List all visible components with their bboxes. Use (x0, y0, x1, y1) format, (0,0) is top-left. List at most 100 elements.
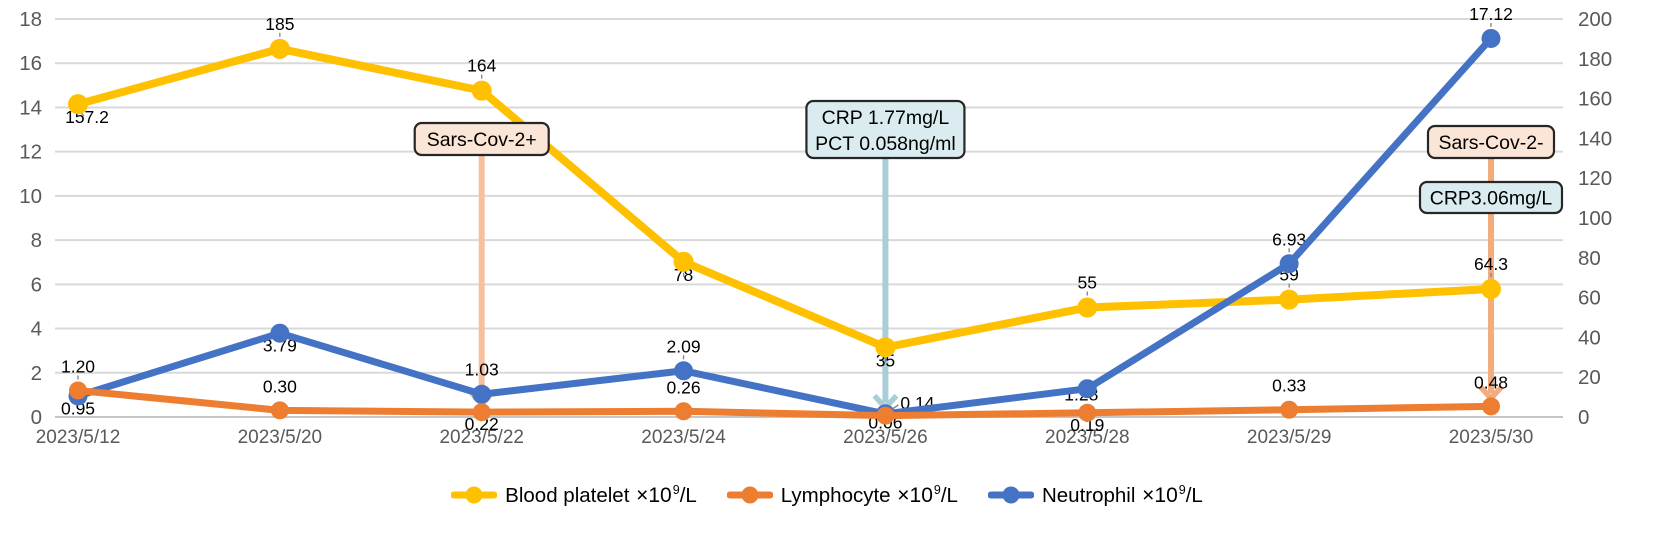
annotation-box-rect-sars-cov-2-minus (1426, 124, 1556, 160)
annotation-box-rect-crp-3-06 (1418, 180, 1564, 215)
annotation-box-rect-sars-cov-2-plus (413, 121, 550, 157)
data-label-neutrophil-0: 0.95 (61, 398, 95, 418)
y-axis-right-tick: 160 (1578, 88, 1612, 111)
x-axis-tick: 2023/5/24 (641, 427, 726, 448)
annotation-box-crp-pct: CRP 1.77mg/L PCT 0.058ng/ml (805, 99, 966, 160)
x-axis-tick: 2023/5/22 (439, 427, 524, 448)
data-point-lymphocyte-4 (876, 406, 895, 425)
legend-marker-dot (1002, 486, 1020, 504)
data-point-blood-platelet-4 (875, 337, 896, 358)
unit-suffix: /L (1185, 483, 1203, 507)
annotation-text-crp-pct-0: CRP 1.77mg/L (822, 107, 950, 129)
data-point-blood-platelet-1 (269, 38, 290, 59)
legend-series-name: Blood platelet (505, 483, 630, 507)
series-blood-platelet (68, 38, 1501, 358)
series-lymphocyte (69, 381, 1500, 425)
data-point-lymphocyte-5 (1078, 403, 1097, 422)
unit-exponent: 9 (672, 483, 680, 497)
series-line-neutrophil (74, 34, 1495, 418)
legend-marker-lymphocyte-icon (726, 486, 773, 504)
data-point-lymphocyte-1 (270, 401, 289, 420)
data-label-neutrophil-1: 3.79 (263, 336, 297, 356)
data-point-blood-platelet-6 (1279, 289, 1300, 310)
data-point-lymphocyte-6 (1280, 400, 1299, 419)
legend-marker-neutrophil-icon (987, 486, 1034, 504)
annotation-arrows (468, 155, 1505, 412)
annotation-box-sars-cov-2-minus: Sars-Cov-2- (1426, 124, 1556, 160)
data-point-neutrophil-5 (1077, 379, 1097, 399)
gridlines (55, 18, 1563, 418)
annotation-box-sars-cov-2-plus: Sars-Cov-2+ (413, 121, 550, 157)
legend-series-name: Neutrophil (1041, 483, 1136, 507)
legend-item-blood-platelet: Blood platelet ×109/L (451, 483, 697, 508)
data-label-blood-platelet-1: 185 (265, 14, 294, 34)
legend-label-lymphocyte: Lymphocyte ×109/L (781, 483, 958, 508)
y-axis-right-tick: 80 (1578, 247, 1601, 270)
y-axis-right-tick: 120 (1578, 167, 1612, 190)
data-label-neutrophil-6: 6.93 (1272, 229, 1306, 249)
unit-exponent: 9 (1178, 483, 1186, 497)
data-label-neutrophil-7: 17.12 (1469, 4, 1513, 24)
legend-marker-blood-platelet-icon (451, 486, 498, 504)
data-point-lymphocyte-7 (1482, 397, 1500, 416)
series-line-blood-platelet (74, 44, 1495, 352)
data-label-blood-platelet-2: 164 (467, 56, 496, 76)
data-point-neutrophil-6 (1279, 254, 1299, 274)
y-axis-left-tick: 10 (19, 185, 42, 208)
data-point-neutrophil-3 (674, 361, 694, 381)
x-axis-tick: 2023/5/28 (1045, 427, 1130, 448)
data-point-lymphocyte-2 (472, 403, 491, 422)
y-axis-left-tick: 4 (31, 318, 42, 341)
annotation-text-sars-cov-2-plus-0: Sars-Cov-2+ (427, 129, 537, 151)
y-axis-right-tick: 140 (1578, 127, 1612, 150)
legend-item-neutrophil: Neutrophil ×109/L (987, 483, 1203, 508)
series-line-lymphocyte (74, 386, 1495, 420)
y-axis-right-tick: 180 (1578, 48, 1612, 71)
multiplication-sign: ×10 (636, 483, 672, 507)
data-point-blood-platelet-3 (673, 251, 694, 272)
data-label-blood-platelet-7: 64.3 (1474, 254, 1508, 274)
x-axis-tick: 2023/5/20 (238, 427, 323, 448)
data-label-blood-platelet-5: 55 (1078, 273, 1097, 293)
data-point-blood-platelet-2 (471, 80, 492, 101)
data-label-lymphocyte-6: 0.33 (1272, 376, 1306, 396)
data-label-neutrophil-3: 2.09 (667, 336, 701, 356)
unit-suffix: /L (940, 483, 958, 507)
legend-series-name: Lymphocyte (780, 483, 891, 507)
y-axis-right-tick: 100 (1578, 207, 1612, 230)
y-axis-right-tick: 40 (1578, 326, 1601, 349)
x-axis-tick: 2023/5/26 (843, 427, 928, 448)
unit-exponent: 9 (933, 483, 941, 497)
series-neutrophil (68, 28, 1501, 424)
y-axis-right-tick: 60 (1578, 287, 1601, 310)
y-axis-left-tick: 8 (31, 229, 42, 252)
data-point-blood-platelet-7 (1481, 279, 1501, 300)
data-label-lymphocyte-2: 0.22 (465, 414, 499, 434)
y-axis-right-tick: 20 (1578, 366, 1601, 389)
legend-label-neutrophil: Neutrophil ×109/L (1042, 483, 1203, 508)
data-label-lymphocyte-1: 0.30 (263, 376, 297, 396)
y-axis-left-tick: 12 (19, 141, 42, 164)
data-point-lymphocyte-3 (674, 402, 693, 421)
chart-canvas: 0246810121416180204060801001201401601802… (19, 4, 1612, 448)
multiplication-sign: ×10 (897, 483, 933, 507)
y-axis-left-tick: 18 (19, 8, 42, 31)
x-axis-tick: 2023/5/29 (1247, 427, 1332, 448)
data-point-neutrophil-7 (1481, 28, 1501, 48)
y-axis-left-tick: 14 (19, 96, 42, 119)
data-label-lymphocyte-7: 0.48 (1474, 372, 1508, 392)
y-axis-left-tick: 2 (31, 362, 42, 385)
annotation-text-crp-3-06-0: CRP3.06mg/L (1430, 188, 1553, 210)
data-point-neutrophil-2 (472, 384, 492, 404)
y-axis-right-tick: 200 (1578, 8, 1612, 31)
data-point-blood-platelet-0 (68, 94, 88, 115)
data-point-neutrophil-1 (270, 323, 290, 343)
data-label-lymphocyte-0: 1.20 (61, 356, 95, 376)
axis-labels: 0246810121416180204060801001201401601802… (19, 8, 1612, 448)
y-axis-left-tick: 6 (31, 273, 42, 296)
annotation-box-rect-crp-pct (805, 99, 966, 160)
annotation-box-crp-3-06: CRP3.06mg/L (1418, 180, 1564, 215)
legend-label-blood-platelet: Blood platelet ×109/L (505, 483, 697, 508)
data-label-lymphocyte-5: 0.19 (1070, 415, 1104, 435)
